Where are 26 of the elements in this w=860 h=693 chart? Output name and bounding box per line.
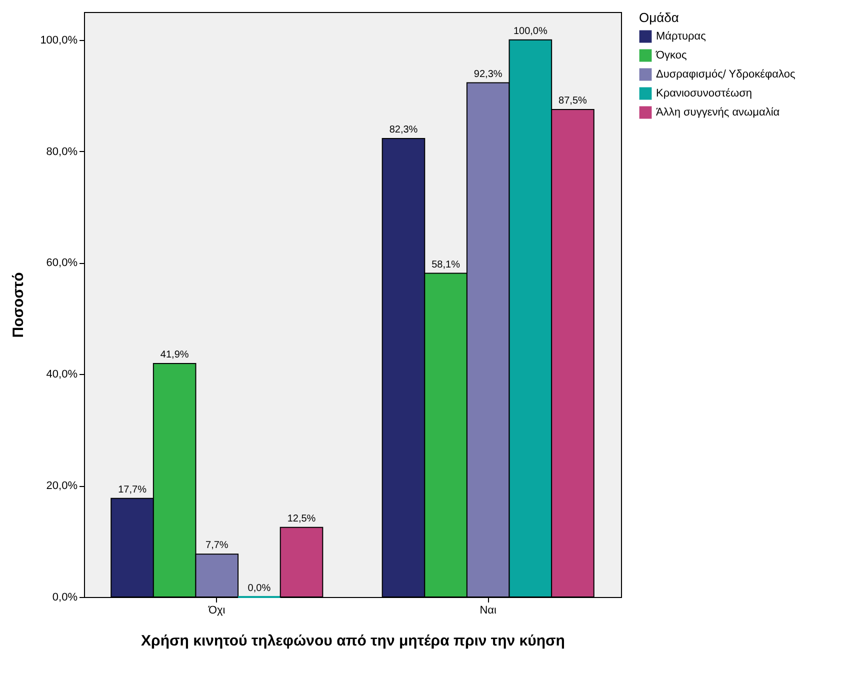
data-label: 82,3% <box>389 124 418 136</box>
x-tick-label: Ναι <box>480 604 498 616</box>
legend-title: Ομάδα <box>639 10 680 25</box>
x-axis-title: Χρήση κινητού τηλεφώνου από την μητέρα πριν την κύηση <box>141 632 565 650</box>
legend-label: Όγκος <box>655 50 687 62</box>
y-axis-title: Ποσοστό <box>10 272 28 338</box>
x-tick-label: Όχι <box>208 604 226 616</box>
data-label: 92,3% <box>474 68 502 80</box>
y-tick-label: 0,0% <box>52 592 78 604</box>
data-label: 100,0% <box>513 26 548 37</box>
legend-label: Άλλη συγγενής ανωμαλία <box>656 106 780 118</box>
data-label: 12,5% <box>287 513 316 524</box>
y-tick-label: 40,0% <box>46 368 78 381</box>
data-label: 58,1% <box>432 259 460 270</box>
data-label: 87,5% <box>558 96 588 106</box>
y-tick-label: 20,0% <box>46 480 78 492</box>
data-label: 41,9% <box>160 350 189 361</box>
y-tick-label: 60,0% <box>46 257 78 270</box>
y-tick-label: 80,0% <box>46 146 78 158</box>
legend-label: Μάρτυρας <box>656 30 706 42</box>
legend-label: Δυσραφισμός/ Υδροκέφαλος <box>656 68 796 80</box>
legend-label: Κρανιοσυνοστέωση <box>656 88 752 100</box>
data-label: 0,0% <box>248 583 271 594</box>
data-label: 7,7% <box>205 540 228 552</box>
data-label: 17,7% <box>118 484 147 496</box>
y-tick-label: 100,0% <box>40 34 78 46</box>
